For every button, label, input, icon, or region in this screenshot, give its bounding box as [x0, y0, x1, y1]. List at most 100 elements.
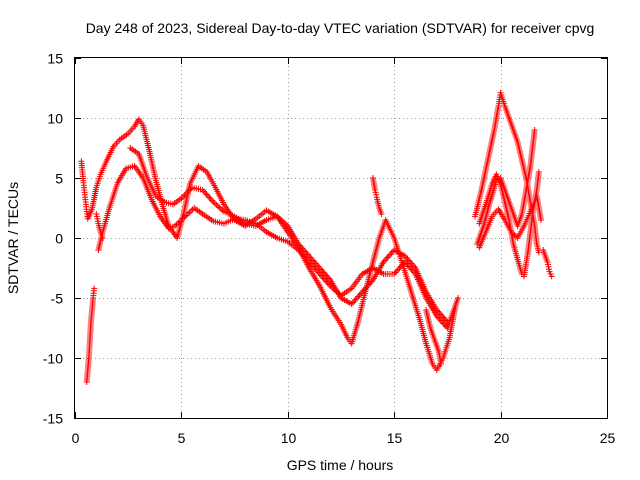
- data-point: [306, 253, 313, 259]
- data-point: [315, 269, 322, 276]
- series-track-g: [476, 193, 545, 251]
- x-tick-label: 0: [72, 430, 80, 446]
- data-point: [395, 266, 402, 273]
- data-point: [207, 196, 214, 202]
- data-point: [186, 187, 192, 194]
- data-point: [316, 271, 323, 277]
- data-point: [214, 203, 221, 210]
- data-point: [99, 235, 106, 241]
- data-point: [393, 268, 400, 274]
- series-short-segments: [83, 175, 555, 385]
- data-point: [319, 268, 326, 274]
- data-point: [438, 361, 445, 367]
- data-point: [319, 274, 326, 280]
- data-point: [437, 311, 444, 318]
- data-point: [312, 260, 319, 267]
- data-point: [352, 296, 359, 303]
- data-point: [409, 262, 416, 268]
- data-point: [409, 268, 416, 274]
- y-tick-label: 5: [55, 171, 63, 187]
- data-point: [203, 191, 210, 198]
- data-point: [531, 127, 538, 133]
- data-point: [392, 269, 399, 276]
- data-points: [78, 89, 555, 385]
- data-point: [210, 199, 217, 205]
- x-axis-title: GPS time / hours: [287, 457, 394, 473]
- data-point: [384, 254, 391, 261]
- data-point: [179, 193, 186, 200]
- data-point: [444, 319, 451, 325]
- data-point: [385, 253, 392, 259]
- data-point: [308, 256, 315, 262]
- data-point: [318, 272, 325, 279]
- y-axis-title: SDTVAR / TECUs: [5, 182, 21, 294]
- data-point: [356, 292, 363, 298]
- data-point: [407, 259, 414, 265]
- plot-frame: [74, 57, 608, 419]
- y-tick-label: 10: [47, 111, 63, 127]
- data-point: [387, 251, 394, 258]
- x-tick-label: 5: [178, 430, 186, 446]
- data-point: [436, 310, 443, 316]
- y-tick-label: -15: [43, 411, 63, 427]
- data-point: [324, 274, 331, 280]
- data-point: [322, 277, 329, 283]
- data-point: [308, 262, 315, 268]
- data-point: [355, 293, 362, 300]
- data-point: [211, 200, 218, 207]
- data-point: [439, 319, 446, 325]
- data-point: [316, 265, 323, 271]
- y-tick-label: -10: [43, 351, 63, 367]
- data-point: [408, 260, 415, 267]
- chart-title: Day 248 of 2023, Sidereal Day-to-day VTE…: [86, 20, 595, 36]
- y-tick-label: 15: [47, 51, 63, 67]
- data-point: [548, 273, 555, 280]
- x-tick-label: 25: [600, 430, 616, 446]
- data-point: [436, 316, 443, 322]
- data-point: [440, 314, 447, 321]
- data-point: [535, 249, 542, 256]
- data-point: [353, 295, 360, 301]
- data-point: [213, 201, 220, 208]
- y-tick-label: 0: [55, 231, 63, 247]
- data-point: [407, 265, 414, 271]
- data-point: [311, 259, 318, 265]
- x-tick-label: 20: [494, 430, 510, 446]
- data-point: [320, 269, 327, 276]
- data-point: [437, 317, 444, 324]
- x-tick-label: 15: [387, 430, 403, 446]
- data-point: [441, 322, 448, 328]
- data-point: [404, 256, 411, 262]
- data-point: [206, 194, 213, 201]
- data-point: [310, 257, 317, 264]
- data-point: [383, 256, 390, 262]
- data-point: [318, 266, 325, 273]
- series-track-d: [472, 89, 542, 256]
- series-track-a: [78, 116, 459, 373]
- data-point: [324, 280, 331, 286]
- data-point: [378, 211, 385, 217]
- y-tick-label: -5: [51, 291, 64, 307]
- data-point: [217, 205, 224, 212]
- data-point: [216, 204, 223, 211]
- data-point: [320, 275, 327, 282]
- data-point: [535, 169, 542, 175]
- data-point: [322, 271, 329, 277]
- data-point: [455, 295, 462, 301]
- data-point: [538, 217, 545, 223]
- data-point: [307, 254, 314, 261]
- data-point: [405, 257, 412, 264]
- data-point: [205, 193, 211, 199]
- data-point: [441, 316, 448, 322]
- data-point: [314, 262, 321, 268]
- data-point: [202, 190, 209, 196]
- data-point: [91, 285, 98, 292]
- series-track-c: [127, 145, 451, 325]
- data-point: [208, 197, 215, 204]
- data-point: [439, 313, 446, 319]
- data-point: [315, 263, 322, 270]
- data-point: [404, 262, 411, 268]
- x-tick-label: 10: [281, 430, 297, 446]
- data-point: [323, 272, 330, 279]
